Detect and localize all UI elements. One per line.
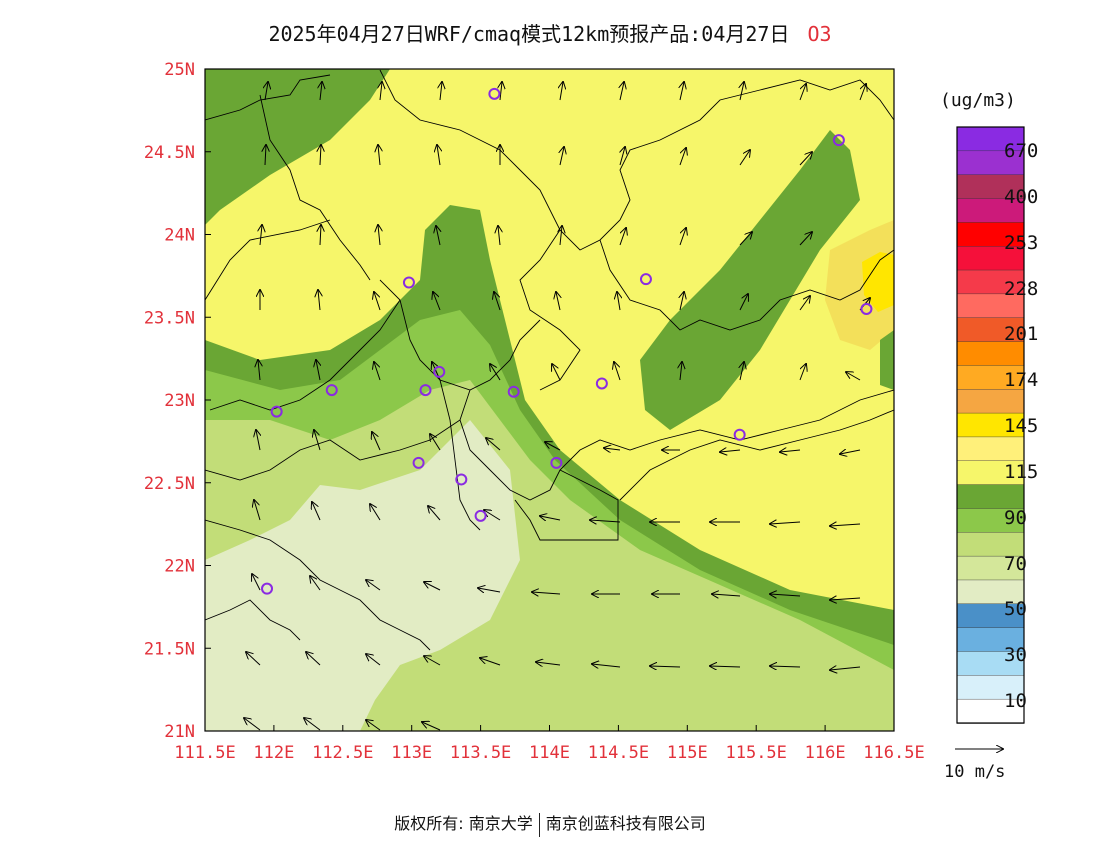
colorbar-label: 90 bbox=[1004, 506, 1027, 529]
monitoring-stations bbox=[261, 87, 873, 595]
colorbar-segment bbox=[956, 698, 1025, 724]
colorbar-segment bbox=[956, 126, 1025, 152]
axis-ticks bbox=[204, 68, 895, 732]
station-marker bbox=[832, 134, 845, 147]
species-label: O3 bbox=[807, 22, 832, 46]
concentration-field bbox=[205, 69, 894, 731]
colorbar-label: 670 bbox=[1004, 140, 1039, 162]
colorbar-label: 30 bbox=[1004, 644, 1027, 667]
colorbar-label: 115 bbox=[1004, 460, 1039, 483]
station-marker bbox=[419, 384, 432, 397]
y-axis-label: 25N bbox=[164, 60, 195, 80]
colorbar-segment bbox=[956, 532, 1025, 557]
field-ne-green bbox=[640, 130, 860, 430]
x-axis-label: 112E bbox=[253, 743, 294, 763]
colorbar-segment bbox=[956, 460, 1025, 486]
x-axis-label: 115E bbox=[667, 743, 708, 763]
colorbar-label: 253 bbox=[1004, 231, 1039, 254]
x-axis-label: 113E bbox=[391, 743, 432, 763]
colorbar-segment bbox=[956, 222, 1025, 247]
colorbar-segment bbox=[956, 675, 1025, 700]
y-axis-label: 22.5N bbox=[144, 474, 195, 494]
copyright-right: 南京创蓝科技有限公司 bbox=[545, 814, 706, 833]
y-axis-label: 24N bbox=[164, 226, 195, 246]
station-marker bbox=[325, 384, 338, 397]
colorbar-label: 400 bbox=[1004, 185, 1039, 208]
copyright-left: 版权所有: 南京大学 bbox=[394, 814, 533, 833]
colorbar-segment bbox=[956, 627, 1025, 653]
colorbar-segment bbox=[956, 412, 1025, 438]
colorbar-segment bbox=[956, 579, 1025, 605]
station-marker bbox=[733, 428, 746, 441]
colorbar-frame bbox=[956, 126, 1025, 724]
colorbar-segment bbox=[956, 389, 1025, 414]
x-axis-label: 112.5E bbox=[312, 743, 373, 763]
station-marker bbox=[270, 405, 283, 418]
x-axis-label: 116.5E bbox=[863, 743, 924, 763]
colorbar bbox=[956, 126, 1025, 724]
title-text: 2025年04月27日WRF/cmaq模式12km预报产品:04月27日 bbox=[268, 22, 790, 46]
station-marker bbox=[261, 582, 274, 595]
x-axis-labels: 111.5E 112E 112.5E 113E 113.5E 114E 114.5E 115E… bbox=[174, 743, 924, 763]
station-marker bbox=[488, 87, 501, 100]
x-axis-label: 113.5E bbox=[450, 743, 511, 763]
colorbar-label: 70 bbox=[1004, 552, 1027, 575]
colorbar-label: 10 bbox=[1004, 690, 1027, 712]
station-marker bbox=[595, 377, 608, 390]
x-axis-label: 115.5E bbox=[725, 743, 786, 763]
colorbar-label: 50 bbox=[1004, 598, 1027, 621]
field-south-pale bbox=[205, 420, 520, 731]
boundary-lines bbox=[205, 69, 894, 651]
x-axis-label: 116E bbox=[805, 743, 846, 763]
station-marker bbox=[639, 273, 652, 286]
station-marker bbox=[455, 473, 468, 486]
colorbar-label: 174 bbox=[1004, 369, 1039, 392]
y-axis-label: 23.5N bbox=[144, 308, 195, 328]
colorbar-segment bbox=[956, 341, 1025, 367]
colorbar-segment bbox=[956, 174, 1025, 200]
colorbar-segment bbox=[956, 436, 1025, 462]
field-east-orange bbox=[825, 220, 894, 350]
x-axis-label: 111.5E bbox=[174, 743, 235, 763]
copyright-footer: 版权所有: 南京大学 南京创蓝科技有限公司 bbox=[0, 810, 1100, 837]
colorbar-segment bbox=[956, 484, 1025, 510]
field-nw-green bbox=[205, 69, 390, 225]
colorbar-segment bbox=[956, 269, 1025, 295]
station-marker bbox=[550, 456, 563, 469]
wind-arrows bbox=[244, 82, 870, 731]
y-axis-label: 22N bbox=[164, 557, 195, 577]
y-axis-labels: 25N 24.5N 24N 23.5N 23N 22.5N 22N 21.5N 21N bbox=[144, 60, 195, 742]
station-marker bbox=[474, 509, 487, 522]
colorbar-segment bbox=[956, 651, 1025, 677]
field-east-green bbox=[880, 330, 894, 390]
station-marker bbox=[507, 385, 520, 398]
footer-divider bbox=[538, 812, 540, 837]
colorbar-segment bbox=[956, 317, 1025, 343]
map-title: 2025年04月27日WRF/cmaq模式12km预报产品:04月27日 O3 bbox=[0, 18, 1100, 47]
colorbar-label: 145 bbox=[1004, 415, 1039, 437]
y-axis-label: 24.5N bbox=[144, 143, 195, 163]
station-marker bbox=[860, 302, 873, 315]
wind-reference-label: 10 m/s bbox=[944, 762, 1006, 782]
y-axis-label: 23N bbox=[164, 391, 195, 411]
y-axis-label: 21N bbox=[164, 722, 195, 742]
station-marker bbox=[412, 456, 425, 469]
colorbar-label: 228 bbox=[1004, 277, 1039, 300]
station-marker bbox=[433, 365, 446, 378]
colorbar-label: 201 bbox=[1004, 323, 1039, 346]
y-axis-label: 21.5N bbox=[144, 639, 195, 659]
station-marker bbox=[402, 276, 415, 289]
colorbar-unit: (ug/m3) bbox=[940, 90, 1016, 111]
x-axis-label: 114.5E bbox=[588, 743, 649, 763]
x-axis-label: 114E bbox=[529, 743, 570, 763]
